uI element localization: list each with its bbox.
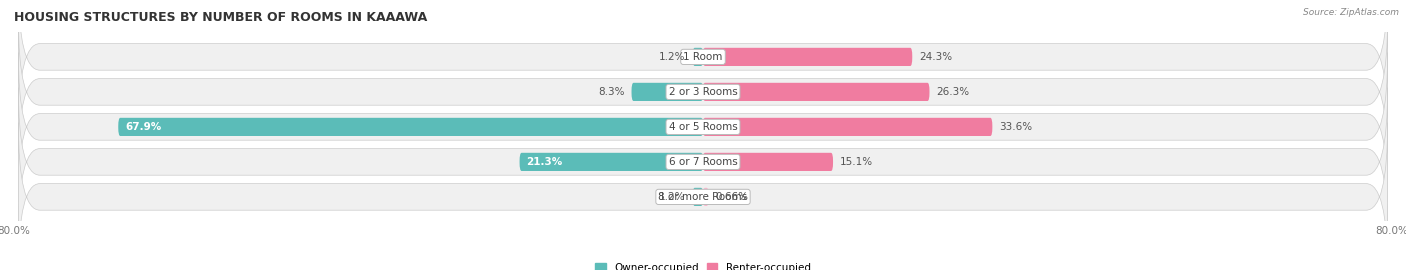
FancyBboxPatch shape xyxy=(18,0,1388,131)
FancyBboxPatch shape xyxy=(703,118,993,136)
Text: 8.3%: 8.3% xyxy=(598,87,624,97)
FancyBboxPatch shape xyxy=(703,188,709,206)
Text: 8 or more Rooms: 8 or more Rooms xyxy=(658,192,748,202)
FancyBboxPatch shape xyxy=(693,188,703,206)
Text: 1.2%: 1.2% xyxy=(659,52,686,62)
Text: 21.3%: 21.3% xyxy=(526,157,562,167)
FancyBboxPatch shape xyxy=(18,88,1388,236)
FancyBboxPatch shape xyxy=(118,118,703,136)
Text: 67.9%: 67.9% xyxy=(125,122,162,132)
Text: HOUSING STRUCTURES BY NUMBER OF ROOMS IN KAAAWA: HOUSING STRUCTURES BY NUMBER OF ROOMS IN… xyxy=(14,11,427,24)
Text: 4 or 5 Rooms: 4 or 5 Rooms xyxy=(669,122,737,132)
FancyBboxPatch shape xyxy=(18,123,1388,270)
FancyBboxPatch shape xyxy=(18,18,1388,166)
Text: 1 Room: 1 Room xyxy=(683,52,723,62)
FancyBboxPatch shape xyxy=(631,83,703,101)
Text: 33.6%: 33.6% xyxy=(1000,122,1032,132)
FancyBboxPatch shape xyxy=(703,153,832,171)
Text: 1.2%: 1.2% xyxy=(659,192,686,202)
FancyBboxPatch shape xyxy=(703,83,929,101)
Text: 24.3%: 24.3% xyxy=(920,52,952,62)
Text: 2 or 3 Rooms: 2 or 3 Rooms xyxy=(669,87,737,97)
FancyBboxPatch shape xyxy=(693,48,703,66)
Text: 26.3%: 26.3% xyxy=(936,87,970,97)
FancyBboxPatch shape xyxy=(703,48,912,66)
Text: Source: ZipAtlas.com: Source: ZipAtlas.com xyxy=(1303,8,1399,17)
Legend: Owner-occupied, Renter-occupied: Owner-occupied, Renter-occupied xyxy=(591,258,815,270)
FancyBboxPatch shape xyxy=(18,53,1388,201)
Text: 6 or 7 Rooms: 6 or 7 Rooms xyxy=(669,157,737,167)
Text: 0.66%: 0.66% xyxy=(716,192,748,202)
FancyBboxPatch shape xyxy=(520,153,703,171)
Text: 15.1%: 15.1% xyxy=(839,157,873,167)
